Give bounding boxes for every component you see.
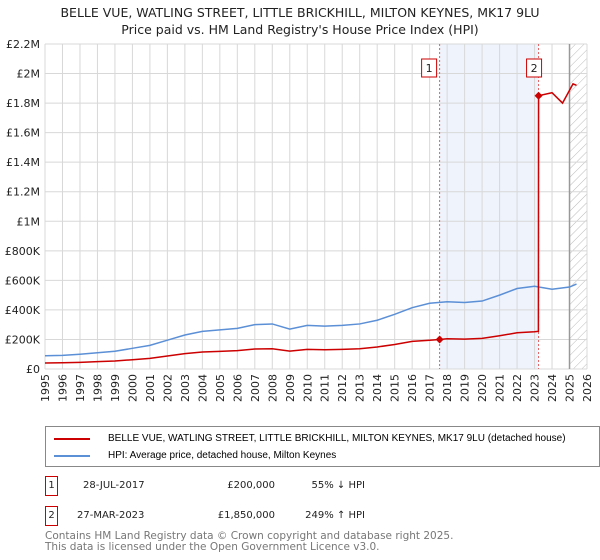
y-tick-label: £1.8M [6,97,40,110]
legend: BELLE VUE, WATLING STREET, LITTLE BRICKH… [45,426,600,467]
x-tick-label: 2005 [214,374,227,402]
x-tick-label: 2023 [529,374,542,402]
x-tick-label: 1997 [74,374,87,402]
x-tick-label: 2015 [389,374,402,402]
y-tick-label: £1M [17,215,41,228]
x-tick-label: 2001 [144,374,157,402]
y-tick-label: £0 [26,363,40,376]
legend-hpi: HPI: Average price, detached house, Milt… [54,449,336,462]
copyright: Contains HM Land Registry data © Crown c… [45,530,454,542]
marker-label: 2 [531,62,538,75]
subtitle: Price paid vs. HM Land Registry's House … [121,22,479,37]
y-tick-label: £1.2M [6,186,40,199]
legend-red-line [54,437,90,440]
x-tick-label: 2026 [581,374,594,402]
legend-blue-line [54,454,90,457]
y-tick-label: £600K [5,274,41,287]
x-tick-label: 2021 [494,374,507,402]
x-tick-label: 1996 [56,374,69,402]
hpi-diff: 55% ↓ HPI [311,480,365,491]
x-tick-label: 2025 [564,374,577,402]
legend-label: HPI: Average price, detached house, Milt… [108,450,337,461]
x-tick-label: 2014 [371,374,384,402]
x-tick-label: 2000 [126,374,139,402]
y-tick-label: £2.2M [6,38,40,51]
date: 27-MAR-2023 [77,510,145,521]
x-tick-label: 2002 [161,374,174,402]
x-tick-label: 2007 [249,374,262,402]
x-tick-label: 2004 [196,374,209,402]
sale-point [435,335,444,344]
x-tick-label: 1998 [91,374,104,402]
chart-title: BELLE VUE, WATLING STREET, LITTLE BRICKH… [0,4,600,38]
x-tick-label: 2020 [476,374,489,402]
title-line: BELLE VUE, WATLING STREET, LITTLE BRICKH… [60,5,540,20]
x-tick-label: 2011 [319,374,332,402]
x-tick-label: 2013 [354,374,367,402]
marker-box [421,58,438,78]
x-tick-label: 2017 [424,374,437,402]
x-tick-label: 2003 [179,374,192,402]
x-tick-label: 2010 [301,374,314,402]
x-tick-label: 1999 [109,374,122,402]
x-tick-label: 2019 [459,374,472,402]
sale-period-shading [439,44,539,369]
y-tick-label: £200K [5,333,41,346]
y-tick-label: £2M [17,68,41,81]
price: £1,850,000 [217,510,275,521]
hpi-diff: 249% ↑ HPI [305,510,365,521]
x-tick-label: 2022 [511,374,524,402]
footer: Contains HM Land Registry data © Crown c… [45,531,453,553]
x-tick-label: 1995 [39,374,52,402]
legend-property: BELLE VUE, WATLING STREET, LITTLE BRICKH… [54,432,566,445]
date: 28-JUL-2017 [83,480,145,491]
x-tick-label: 2009 [284,374,297,402]
series-line [44,283,577,357]
marker-label: 1 [426,62,433,75]
y-tick-label: £400K [5,304,41,317]
series-line [44,82,577,364]
x-tick-label: 2012 [336,374,349,402]
price-chart: 1995 1996 1997 1998 1999 2000 2001 2002 2003 2004… [5,38,594,402]
x-tick-label: 2024 [546,374,559,402]
x-tick-label: 2018 [441,374,454,402]
x-tick-label: 2008 [266,374,279,402]
forecast-hatch [569,44,587,369]
price: £200,000 [227,480,275,491]
x-tick-label: 2006 [231,374,244,402]
legend-label: BELLE VUE, WATLING STREET, LITTLE BRICKH… [108,433,566,444]
marker-badge: 1 [45,476,58,496]
marker-badge: 2 [45,506,58,526]
licence: This data is licensed under the Open Gov… [45,541,380,553]
x-tick-label: 2016 [406,374,419,402]
y-tick-label: £1.6M [6,127,40,140]
sale-point [534,91,543,100]
marker-box [526,58,543,78]
y-tick-label: £800K [5,245,41,258]
y-tick-label: £1.4M [6,156,40,169]
